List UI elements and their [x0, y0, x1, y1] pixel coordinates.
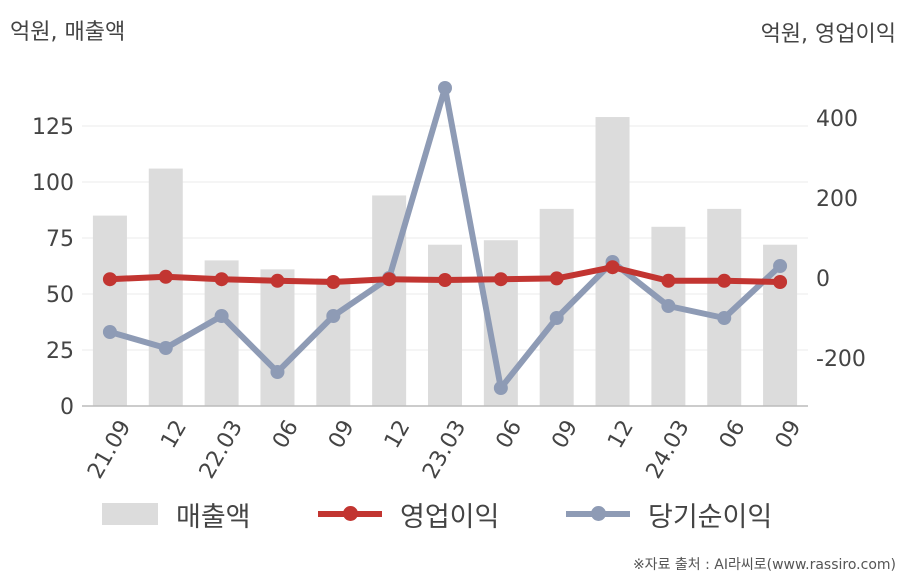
legend-item-net-income: 당기순이익	[566, 494, 772, 534]
point-net-income	[214, 309, 229, 323]
legend-swatch-revenue	[102, 503, 158, 525]
x-tick-label: 06	[268, 416, 304, 453]
y-left-tick-label: 125	[32, 115, 74, 140]
point-operating-profit	[549, 271, 564, 286]
point-operating-profit	[382, 272, 397, 287]
point-operating-profit	[438, 273, 452, 287]
x-tick-label: 22.03	[195, 416, 248, 483]
y-right-tick-label: 200	[816, 187, 858, 212]
right-axis-unit: 억원, 영업이익	[760, 22, 896, 47]
point-net-income	[270, 365, 285, 379]
point-net-income	[773, 259, 788, 273]
point-net-income	[438, 81, 452, 95]
x-tick-label: 23.03	[418, 416, 471, 483]
point-net-income	[549, 311, 564, 325]
bar-revenue	[260, 269, 295, 406]
point-operating-profit	[773, 275, 788, 289]
point-operating-profit	[270, 273, 285, 288]
legend-label-operating-profit: 영업이익	[400, 501, 500, 533]
bar-revenue	[428, 244, 462, 406]
x-tick-label: 06	[492, 416, 528, 453]
point-net-income	[158, 341, 173, 355]
y-left-tick-label: 50	[46, 283, 74, 308]
source-note: ※자료 출처 : AI라씨로(www.rassiro.com)	[632, 557, 896, 573]
point-operating-profit	[493, 272, 508, 287]
bar-revenue	[651, 226, 686, 406]
left-axis-unit: 억원, 매출액	[10, 20, 126, 45]
point-net-income	[102, 325, 117, 339]
x-tick-label: 09	[771, 416, 807, 453]
x-tick-label: 12	[603, 416, 639, 453]
point-operating-profit	[326, 275, 341, 289]
bar-revenue	[148, 168, 183, 406]
x-tick-label: 21.09	[83, 416, 136, 483]
y-left-tick-label: 25	[46, 339, 74, 364]
x-tick-label: 12	[156, 416, 192, 453]
bar-revenue	[316, 278, 351, 406]
point-operating-profit	[661, 273, 676, 288]
x-tick-label: 09	[547, 416, 583, 453]
y-right-tick-label: -200	[816, 347, 866, 372]
chart-legend: 매출액 영업이익 당기순이익	[0, 494, 908, 534]
point-operating-profit	[102, 272, 117, 287]
point-operating-profit	[605, 260, 620, 275]
legend-label-net-income: 당기순이익	[648, 501, 773, 533]
legend-item-revenue: 매출액	[102, 494, 251, 534]
legend-label-revenue: 매출액	[176, 501, 251, 533]
bar-revenue	[92, 215, 127, 406]
point-operating-profit	[158, 269, 173, 284]
x-tick-label: 12	[380, 416, 416, 453]
y-right-tick-label: 400	[816, 107, 858, 132]
legend-item-operating-profit: 영업이익	[318, 494, 499, 534]
y-left-tick-label: 0	[60, 395, 74, 420]
y-left-tick-label: 100	[32, 171, 74, 196]
y-right-tick-label: 0	[816, 267, 830, 292]
point-operating-profit	[717, 273, 732, 288]
point-net-income	[326, 309, 341, 323]
legend-swatch-net-income	[566, 504, 630, 524]
x-tick-label: 06	[715, 416, 751, 453]
point-net-income	[661, 299, 676, 313]
point-net-income	[493, 381, 508, 395]
legend-swatch-operating-profit	[318, 504, 382, 524]
y-left-tick-label: 75	[46, 227, 74, 252]
x-tick-label: 24.03	[642, 416, 695, 483]
point-net-income	[717, 311, 732, 325]
x-tick-label: 09	[324, 416, 360, 453]
point-operating-profit	[214, 272, 229, 287]
